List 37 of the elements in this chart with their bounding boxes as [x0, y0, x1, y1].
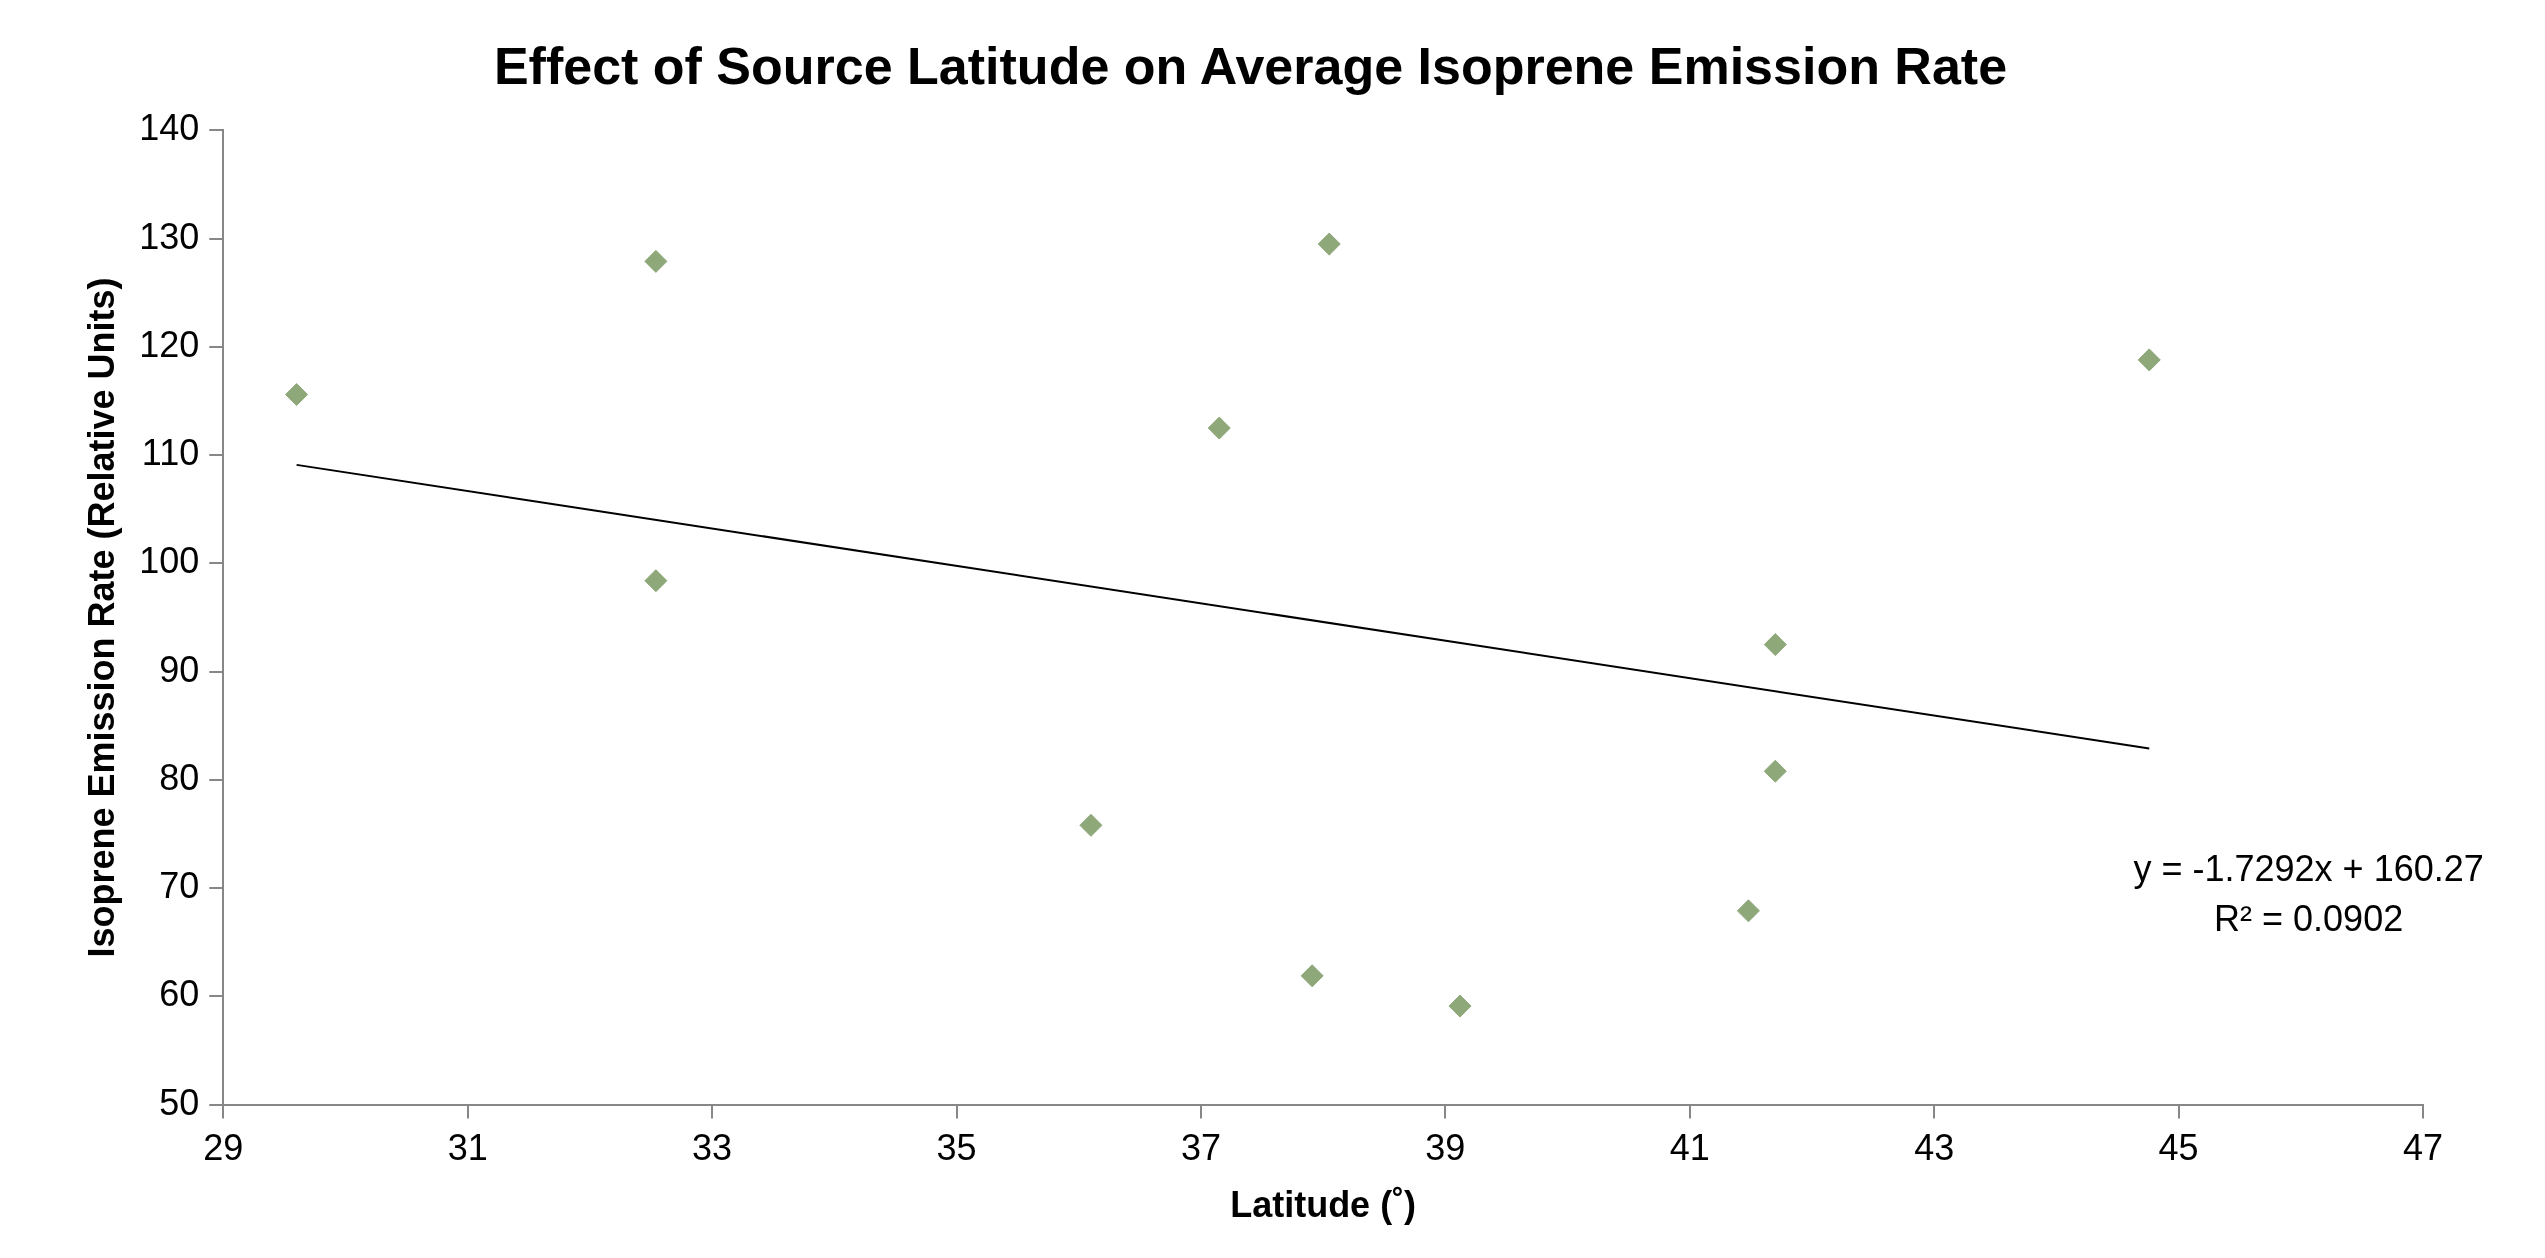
y-tick-label: 100: [139, 540, 200, 582]
x-tick-label: 35: [936, 1127, 977, 1169]
y-tick-label: 80: [159, 756, 200, 798]
point: [644, 569, 668, 593]
point: [1079, 813, 1103, 837]
x-tick-label: 41: [1669, 1127, 1710, 1169]
annotation: y = -1.7292x + 160.27: [2133, 847, 2484, 889]
point: [2137, 348, 2161, 372]
x-axis-title: Latitude (˚): [1230, 1184, 1417, 1226]
annotation: R² = 0.0902: [2214, 897, 2404, 939]
point: [644, 249, 668, 273]
x-tick-label: 39: [1425, 1127, 1466, 1169]
point: [1207, 416, 1231, 440]
chart-title: Effect of Source Latitude on Average Isoprene Emission Rate: [493, 36, 2008, 95]
y-tick-label: 60: [159, 973, 200, 1015]
point: [1448, 994, 1472, 1018]
point: [285, 383, 309, 407]
y-tick-label: 120: [139, 323, 200, 365]
x-tick-label: 31: [447, 1127, 488, 1169]
x-tick-label: 45: [2158, 1127, 2199, 1169]
point: [1763, 759, 1787, 783]
point: [1300, 964, 1324, 988]
y-tick-label: 50: [159, 1081, 200, 1123]
y-axis-title: Isoprene Emission Rate (Relative Units): [80, 277, 122, 958]
x-tick-label: 33: [692, 1127, 733, 1169]
x-tick-label: 29: [203, 1127, 244, 1169]
x-tick-label: 47: [2402, 1127, 2444, 1169]
point: [1763, 633, 1787, 657]
point: [1317, 232, 1341, 256]
x-tick-label: 43: [1914, 1127, 1955, 1169]
y-tick-label: 70: [159, 865, 200, 907]
y-tick-label: 130: [139, 215, 200, 257]
x-tick-label: 37: [1180, 1127, 1221, 1169]
point: [1736, 899, 1760, 923]
y-tick-label: 90: [159, 648, 200, 690]
y-tick-label: 110: [141, 432, 200, 474]
y-tick-label: 140: [139, 107, 200, 149]
